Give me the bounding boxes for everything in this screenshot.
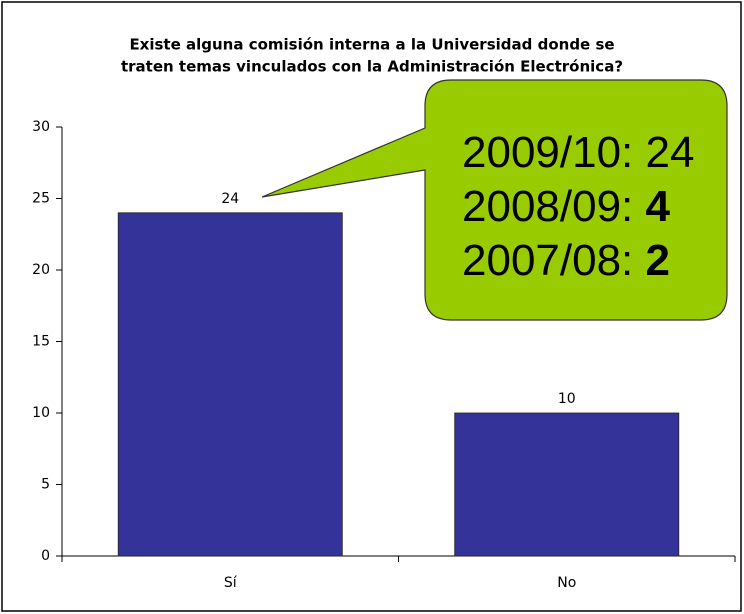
- callout-text-part: 2009/10: 24: [462, 128, 694, 177]
- y-tick-label: 0: [41, 548, 50, 564]
- y-tick-label: 30: [32, 119, 50, 135]
- bar: [117, 212, 343, 557]
- callout-text-part: 4: [646, 182, 671, 231]
- x-tick-label: Sí: [224, 575, 238, 591]
- callout: [261, 79, 728, 321]
- data-label: 10: [558, 391, 576, 407]
- y-tick-label: 10: [32, 405, 50, 421]
- y-tick-label: 20: [32, 262, 50, 278]
- chart-title: Existe alguna comisión interna a la Univ…: [129, 36, 614, 54]
- bar: [454, 412, 680, 557]
- data-label: 24: [221, 191, 239, 207]
- callout-text-part: 2007/08:: [462, 236, 646, 285]
- y-tick-label: 15: [32, 334, 50, 350]
- callout-text: 2007/08: 2: [462, 236, 670, 285]
- y-tick-label: 25: [32, 191, 50, 207]
- callout-text: 2009/10: 24: [462, 128, 694, 177]
- y-tick-label: 5: [41, 477, 50, 493]
- callout-text-part: 2: [646, 236, 670, 285]
- callout-text: 2008/09: 4: [462, 182, 671, 231]
- x-tick-label: No: [557, 575, 576, 591]
- chart-title: traten temas vinculados con la Administr…: [121, 58, 623, 76]
- callout-text-part: 2008/09:: [462, 182, 646, 231]
